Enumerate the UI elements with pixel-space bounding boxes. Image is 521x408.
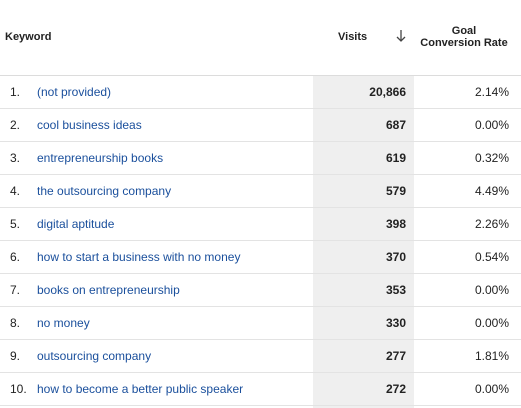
visits-value: 398	[385, 217, 406, 231]
column-header-keyword[interactable]: Keyword	[5, 31, 52, 43]
row-number: 8.	[10, 316, 21, 330]
visits-value: 579	[385, 184, 406, 198]
visits-value: 687	[385, 118, 406, 132]
conversion-rate-value: 0.00%	[474, 382, 509, 396]
table-row: 7. books on entrepreneurship 353 0.00%	[0, 274, 521, 307]
visits-value: 277	[385, 349, 406, 363]
row-number: 10.	[10, 382, 27, 396]
row-number: 6.	[10, 250, 21, 264]
row-number: 5.	[10, 217, 21, 231]
conversion-rate-value: 0.00%	[474, 283, 509, 297]
table-row: 2. cool business ideas 687 0.00%	[0, 109, 521, 142]
conversion-rate-value: 0.54%	[474, 250, 509, 264]
keyword-link[interactable]: how to start a business with no money	[37, 250, 241, 264]
row-number: 3.	[10, 151, 21, 165]
visits-value: 20,866	[369, 85, 406, 99]
keyword-link[interactable]: entrepreneurship books	[37, 151, 164, 165]
keyword-link[interactable]: no money	[37, 316, 90, 330]
arrow-down-icon[interactable]	[394, 27, 408, 45]
column-header-visits[interactable]: Visits	[338, 31, 368, 43]
visits-value: 619	[385, 151, 406, 165]
conversion-rate-value: 0.00%	[474, 118, 509, 132]
row-number: 1.	[10, 85, 21, 99]
visits-value: 370	[385, 250, 406, 264]
goal-header-line1: Goal	[451, 25, 477, 37]
conversion-rate-value: 2.14%	[474, 85, 509, 99]
table-row: 5. digital aptitude 398 2.26%	[0, 208, 521, 241]
keyword-link[interactable]: digital aptitude	[37, 217, 115, 231]
row-number: 9.	[10, 349, 21, 363]
keyword-link[interactable]: the outsourcing company	[37, 184, 172, 198]
table-row: 3. entrepreneurship books 619 0.32%	[0, 142, 521, 175]
conversion-rate-value: 0.00%	[474, 316, 509, 330]
keyword-link[interactable]: (not provided)	[37, 85, 112, 99]
column-header-goal-conversion-rate[interactable]: Goal Conversion Rate	[412, 25, 516, 49]
visits-value: 272	[385, 382, 406, 396]
keyword-link[interactable]: how to become a better public speaker	[37, 382, 244, 396]
goal-header-line2: Conversion Rate	[420, 37, 508, 49]
row-number: 7.	[10, 283, 21, 297]
table-row: 10. how to become a better public speaker…	[0, 373, 521, 406]
keyword-link[interactable]: cool business ideas	[37, 118, 142, 132]
keyword-link[interactable]: outsourcing company	[37, 349, 152, 363]
visits-value: 330	[385, 316, 406, 330]
conversion-rate-value: 2.26%	[474, 217, 509, 231]
table-row: 6. how to start a business with no money 3…	[0, 241, 521, 274]
keyword-table: Keyword Visits Goal Conversion Rate	[0, 0, 521, 76]
visits-column-highlight	[313, 76, 414, 408]
row-number: 2.	[10, 118, 21, 132]
row-number: 4.	[10, 184, 21, 198]
table-header: Keyword Visits Goal Conversion Rate	[0, 0, 521, 76]
conversion-rate-value: 0.32%	[474, 151, 509, 165]
keyword-link[interactable]: books on entrepreneurship	[37, 283, 180, 297]
table-row: 8. no money 330 0.00%	[0, 307, 521, 340]
conversion-rate-value: 4.49%	[474, 184, 509, 198]
conversion-rate-value: 1.81%	[474, 349, 509, 363]
table-row: 1. (not provided) 20,866 2.14%	[0, 76, 521, 109]
table-row: 9. outsourcing company 277 1.81%	[0, 340, 521, 373]
visits-value: 353	[385, 283, 406, 297]
table-row: 4. the outsourcing company 579 4.49%	[0, 175, 521, 208]
